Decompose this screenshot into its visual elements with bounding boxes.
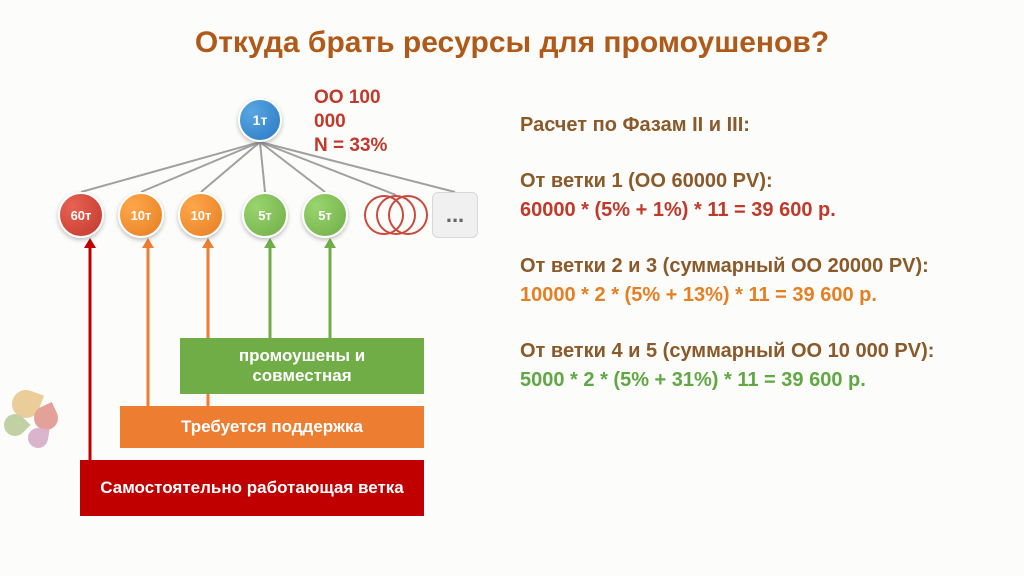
oo-stats-label: ОО 100 000 N = 33% [314, 86, 387, 157]
calc-branch1-head: От ветки 1 (ОО 60000 PV): [520, 168, 990, 195]
calc-branch2-formula: 10000 * 2 * (5% + 13%) * 11 = 39 600 р. [520, 282, 990, 309]
oo-line2: 000 [314, 110, 387, 134]
box-red: Самостоятельно работающая ветка [80, 460, 424, 516]
oo-line1: ОО 100 [314, 86, 387, 110]
tree-root-node: 1т [238, 98, 282, 142]
calc-branch2-head: От ветки 2 и 3 (суммарный ОО 20000 PV): [520, 253, 990, 280]
calc-header: Расчет по Фазам II и III: [520, 112, 990, 139]
tree-diagram: 1т 60т 10т 10т 5т 5т... ОО 100 000 N = 33% пр… [30, 80, 490, 550]
box-orange: Требуется поддержка [120, 406, 424, 448]
calc-branch3-head: От ветки 4 и 5 (суммарный ОО 10 000 PV): [520, 338, 990, 365]
calculation-panel: Расчет по Фазам II и III: От ветки 1 (ОО… [520, 110, 990, 394]
tree-child-node: 10т [118, 192, 164, 238]
decorative-leaves [0, 380, 94, 480]
tree-extra-ring [388, 195, 428, 235]
tree-ellipsis: ... [432, 192, 478, 238]
tree-child-node: 60т [58, 192, 104, 238]
calc-branch3-formula: 5000 * 2 * (5% + 31%) * 11 = 39 600 р. [520, 367, 990, 394]
tree-child-node: 5т [242, 192, 288, 238]
box-green: промоушены и совместная [180, 338, 424, 394]
tree-child-node: 10т [178, 192, 224, 238]
oo-line3: N = 33% [314, 134, 387, 158]
calc-branch1-formula: 60000 * (5% + 1%) * 11 = 39 600 р. [520, 197, 990, 224]
page-title: Откуда брать ресурсы для промоушенов? [0, 0, 1024, 60]
tree-child-node: 5т [302, 192, 348, 238]
